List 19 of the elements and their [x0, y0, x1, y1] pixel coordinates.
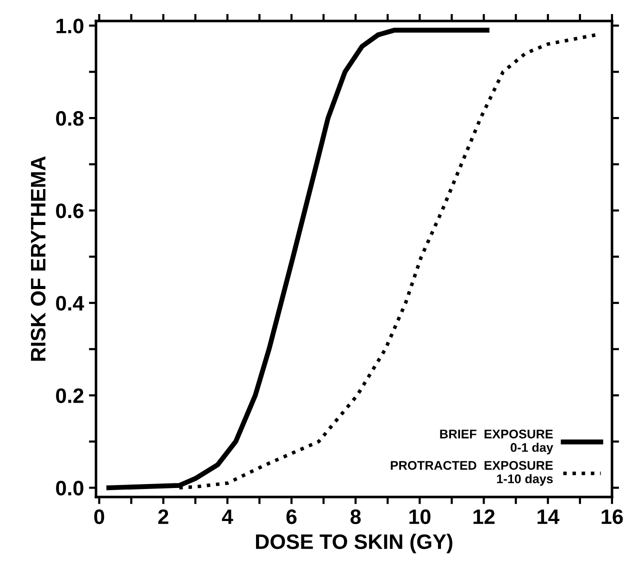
y-axis-title: RISK OF ERYTHEMA	[30, 156, 46, 361]
x-axis-title: DOSE TO SKIN (GY)	[256, 534, 452, 554]
x-tick-label: 8	[350, 509, 361, 524]
y-tick-label: 0.2	[56, 388, 84, 404]
legend-label: BRIEF EXPOSURE 0-1 day	[440, 430, 554, 454]
x-tick-label: 10	[409, 509, 430, 524]
y-tick-label: 1.0	[56, 18, 84, 34]
y-tick-label: 0.4	[56, 296, 84, 311]
y-tick-label: 0.0	[56, 480, 84, 496]
y-tick-label: 0.8	[56, 111, 84, 126]
legend-label: PROTRACTED EXPOSURE 1-10 days	[390, 460, 553, 486]
x-tick-label: 2	[158, 509, 168, 524]
x-tick-label: 6	[286, 509, 297, 524]
x-tick-label: 0	[94, 509, 104, 524]
x-tick-label: 12	[474, 509, 495, 524]
x-tick-label: 4	[222, 510, 234, 524]
x-tick-label: 14	[538, 510, 560, 524]
x-tick-label: 16	[602, 509, 623, 524]
y-tick-label: 0.6	[56, 203, 84, 218]
